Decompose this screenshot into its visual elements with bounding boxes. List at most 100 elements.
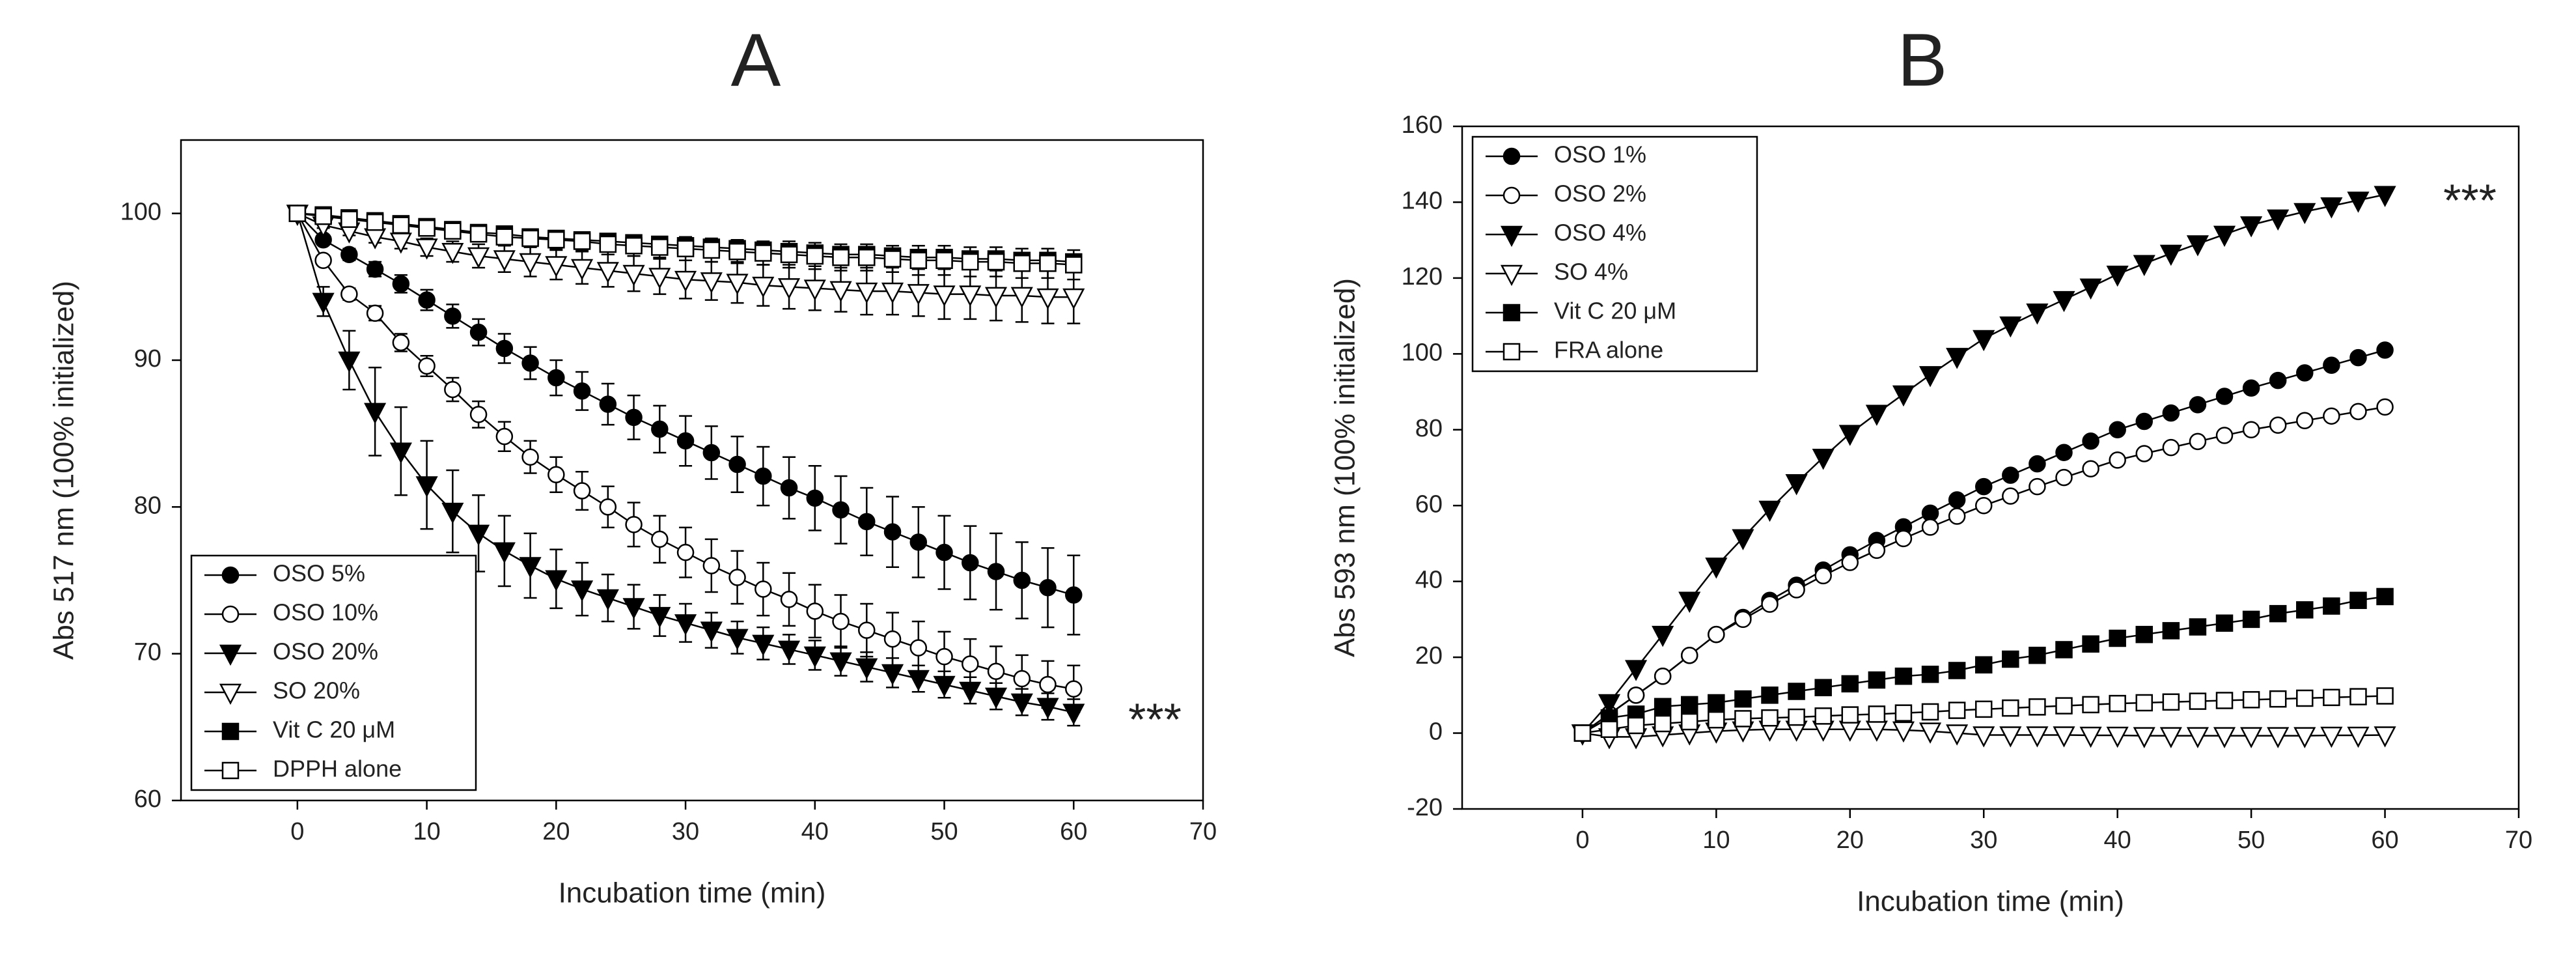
marker [1894, 667, 1913, 685]
marker [2269, 604, 2287, 623]
marker [858, 513, 876, 531]
marker [2162, 622, 2180, 640]
marker [1503, 343, 1521, 361]
marker [881, 664, 904, 686]
marker [545, 570, 568, 591]
marker [881, 282, 904, 304]
marker [2296, 601, 2314, 619]
marker [2002, 466, 2019, 484]
legend-label: OSO 4% [1554, 219, 1646, 246]
marker [444, 307, 462, 325]
marker [1841, 675, 1859, 693]
marker [221, 722, 240, 741]
marker [2053, 726, 2075, 748]
marker [2109, 451, 2126, 469]
marker [987, 662, 1005, 680]
marker [1814, 707, 1832, 725]
marker [1868, 671, 1886, 689]
marker [907, 284, 930, 305]
marker [467, 524, 490, 546]
marker [1865, 720, 1888, 742]
marker [1013, 255, 1031, 272]
marker [2267, 209, 2290, 231]
x-axis-label: Incubation time (min) [1857, 886, 2124, 918]
legend-label: Vit C 20 μM [273, 716, 395, 743]
marker [935, 647, 953, 666]
panel-title: B [1898, 18, 1948, 102]
marker [676, 240, 695, 257]
x-tick-label: 10 [1702, 827, 1730, 854]
marker [392, 216, 410, 234]
marker [1065, 256, 1083, 274]
marker [780, 246, 798, 264]
marker [1868, 541, 1886, 559]
marker [2029, 455, 2046, 473]
marker [2135, 445, 2154, 462]
marker [415, 238, 438, 260]
marker [1974, 656, 1993, 674]
marker [2053, 290, 2075, 313]
marker [1036, 288, 1059, 310]
marker [366, 304, 384, 322]
marker [2347, 191, 2370, 213]
marker [2349, 403, 2367, 421]
series-line [1582, 406, 2385, 734]
marker [2215, 692, 2234, 709]
marker [2055, 641, 2073, 658]
marker [521, 229, 539, 248]
marker [674, 270, 697, 292]
x-tick-label: 50 [2237, 827, 2265, 854]
marker [984, 287, 1008, 309]
x-tick-label: 10 [413, 818, 440, 845]
marker [2002, 650, 2019, 668]
y-tick-label: 60 [1415, 490, 1443, 518]
legend-label: OSO 1% [1554, 141, 1646, 168]
marker [2269, 416, 2287, 434]
marker [2242, 379, 2260, 397]
marker [2026, 304, 2049, 325]
marker [806, 489, 824, 507]
marker [2240, 216, 2263, 238]
marker [2162, 404, 2180, 422]
marker [984, 687, 1008, 709]
marker [521, 448, 539, 466]
y-tick-label: 40 [1415, 567, 1443, 594]
marker [469, 323, 488, 341]
marker [1500, 264, 1523, 287]
marker [2269, 371, 2287, 389]
marker [2109, 629, 2126, 647]
marker [1600, 720, 1618, 738]
marker [2082, 432, 2099, 450]
marker [1974, 700, 1993, 718]
marker [2376, 341, 2394, 359]
marker [366, 213, 384, 231]
marker [1503, 186, 1521, 205]
marker [2135, 625, 2154, 644]
marker [2079, 278, 2102, 300]
legend-label: OSO 5% [273, 560, 365, 587]
marker [676, 432, 695, 450]
marker [1039, 579, 1057, 597]
marker [1761, 709, 1779, 727]
y-axis-label: Abs 517 nm (100% initialized) [48, 281, 80, 660]
marker [2026, 726, 2049, 748]
marker [2215, 388, 2234, 405]
chart-panel: A Incubation time (min) Abs 517 nm (100% i… [48, 18, 1217, 909]
marker [2055, 444, 2073, 461]
marker [648, 606, 671, 629]
marker [1868, 705, 1886, 723]
legend-label: OSO 10% [273, 599, 378, 626]
marker [1894, 704, 1913, 722]
legend-box [190, 554, 477, 791]
marker [726, 274, 749, 295]
y-tick-label: -20 [1407, 794, 1443, 821]
marker [1788, 581, 1805, 599]
marker [806, 602, 824, 620]
marker [1062, 703, 1085, 725]
marker [2055, 468, 2073, 487]
marker [2189, 396, 2207, 414]
marker [803, 646, 826, 668]
marker [2082, 696, 2099, 714]
marker [1761, 686, 1779, 704]
marker [1918, 366, 1942, 388]
